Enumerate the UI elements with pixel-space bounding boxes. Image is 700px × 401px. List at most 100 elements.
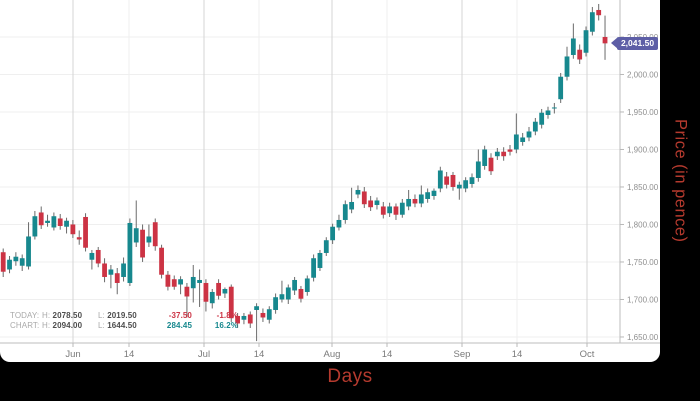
candle[interactable] [551,102,557,114]
candle[interactable] [520,132,526,146]
candle[interactable] [412,194,418,208]
candle[interactable] [380,201,386,219]
candle[interactable] [558,72,564,103]
candle[interactable] [532,117,538,136]
candle[interactable] [102,258,107,283]
candle[interactable] [57,213,63,230]
candle[interactable] [494,147,500,160]
candle[interactable] [222,287,228,298]
candle[interactable] [95,246,101,268]
candle[interactable] [456,181,462,200]
candle[interactable] [273,293,279,314]
candle[interactable] [45,214,50,227]
candle[interactable] [89,249,95,270]
candle[interactable] [26,222,31,270]
candle[interactable] [298,285,304,303]
candle[interactable] [463,177,469,193]
candle[interactable] [165,270,171,291]
candle[interactable] [216,279,221,300]
candle[interactable] [260,308,266,322]
candle[interactable] [488,153,494,175]
candle[interactable] [330,223,336,244]
candle[interactable] [127,218,133,286]
candle[interactable] [38,206,44,229]
candle[interactable] [108,264,114,289]
candle[interactable] [469,173,475,188]
candle[interactable] [184,282,190,318]
candle[interactable] [513,113,519,154]
candle[interactable] [51,212,57,231]
candle[interactable] [406,189,412,211]
candle[interactable] [247,311,253,328]
candle[interactable] [19,254,25,271]
candle[interactable] [577,44,583,64]
candle[interactable] [444,171,450,189]
candle[interactable] [475,149,481,182]
candle[interactable] [133,200,139,247]
candle[interactable] [266,306,272,324]
candle[interactable] [399,198,405,218]
candle[interactable] [349,187,355,214]
candle[interactable] [431,188,437,200]
candle[interactable] [178,276,183,295]
candle[interactable] [501,147,507,161]
candle[interactable] [32,210,38,240]
candle[interactable] [197,269,202,307]
candle[interactable] [317,249,323,271]
x-axis-title: Days [327,366,373,387]
candle[interactable] [482,145,488,170]
candle[interactable] [418,185,424,208]
candle[interactable] [311,254,317,282]
candle[interactable] [304,275,310,296]
candle[interactable] [228,284,234,322]
candle[interactable] [146,224,152,247]
legend-chart-high-key: H: [42,320,51,330]
candle[interactable] [7,255,12,274]
candle[interactable] [121,257,126,282]
candle[interactable] [336,214,342,231]
candle[interactable] [13,252,19,266]
candle[interactable] [0,248,6,277]
candle[interactable] [539,108,545,129]
candle[interactable] [159,244,164,279]
candle[interactable] [70,219,76,238]
candle[interactable] [190,264,196,303]
candle[interactable] [279,280,285,303]
candle[interactable] [76,230,82,245]
candle[interactable] [171,275,177,290]
candle[interactable] [583,26,589,57]
candle[interactable] [64,217,69,234]
candle[interactable] [393,203,399,220]
candle[interactable] [387,202,393,217]
candle[interactable] [114,267,120,295]
candle[interactable] [203,279,209,312]
candle[interactable] [292,276,298,295]
candle[interactable] [241,312,247,325]
candle[interactable] [545,106,551,119]
candle[interactable] [507,144,513,156]
candle[interactable] [355,185,361,199]
candle[interactable] [564,46,570,81]
candle[interactable] [152,218,158,251]
candle[interactable] [83,213,88,252]
candle[interactable] [254,303,259,342]
candle[interactable] [235,312,240,328]
candle[interactable] [570,23,576,59]
candle[interactable] [589,6,595,36]
candle[interactable] [140,224,145,262]
candle[interactable] [368,195,374,211]
candle[interactable] [374,197,380,210]
candle[interactable] [209,288,215,309]
candle[interactable] [323,237,329,256]
candle[interactable] [285,284,291,304]
candle[interactable] [361,186,367,208]
candlestick-plot-area[interactable]: 2,050.002,000.001,950.001,900.001,850.00… [0,0,660,362]
candlestick-chart-svg: 2,050.002,000.001,950.001,900.001,850.00… [0,0,660,360]
candle[interactable] [596,3,602,21]
candle[interactable] [437,166,443,193]
candle[interactable] [450,171,456,191]
candle[interactable] [342,200,348,224]
candle[interactable] [602,15,608,60]
candle[interactable] [425,188,431,203]
candle[interactable] [526,126,532,142]
